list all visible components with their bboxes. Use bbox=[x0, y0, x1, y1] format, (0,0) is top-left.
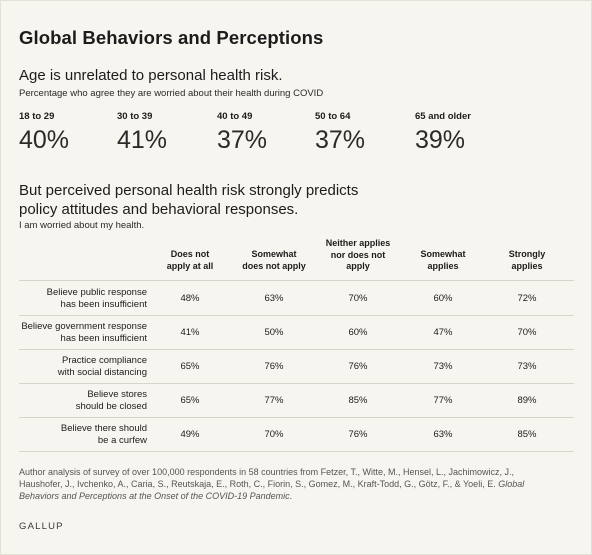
row-divider bbox=[19, 280, 574, 281]
table-row-label: Believe public response has been insuffi… bbox=[0, 287, 147, 310]
column-header-line: applies bbox=[511, 260, 543, 271]
table-cell: 70% bbox=[264, 429, 284, 440]
column-header: Does not apply at all bbox=[140, 249, 240, 272]
row-divider bbox=[19, 349, 574, 350]
column-header-line: Somewhat bbox=[251, 249, 297, 259]
row-divider bbox=[19, 383, 574, 384]
age-value: 37% bbox=[315, 126, 366, 154]
column-header-line: applies bbox=[427, 260, 459, 271]
column-header: Somewhat does not apply bbox=[224, 249, 324, 272]
row-divider bbox=[19, 315, 574, 316]
row-divider bbox=[19, 451, 574, 452]
table-cell: 65% bbox=[180, 395, 200, 406]
row-label-line: Believe public response bbox=[46, 287, 147, 298]
row-label-line: Believe government response bbox=[21, 321, 147, 332]
age-section-heading: Age is unrelated to personal health risk… bbox=[19, 67, 283, 84]
age-value: 37% bbox=[217, 126, 268, 154]
row-label-line: has been insufficient bbox=[60, 332, 147, 344]
age-group: 18 to 29 40% bbox=[19, 111, 119, 155]
table-cell: 50% bbox=[264, 327, 284, 338]
age-label: 50 to 64 bbox=[315, 111, 351, 122]
age-group: 40 to 49 37% bbox=[217, 111, 317, 155]
row-label-line: Practice compliance bbox=[61, 355, 147, 366]
table-cell: 41% bbox=[180, 327, 200, 338]
age-group: 65 and older 39% bbox=[415, 111, 515, 155]
table-cell: 63% bbox=[433, 429, 453, 440]
age-group: 30 to 39 41% bbox=[117, 111, 217, 155]
column-header-line: Strongly bbox=[508, 249, 546, 259]
row-label-line: be a curfew bbox=[97, 434, 147, 446]
column-header-line: Neither applies bbox=[325, 238, 391, 248]
table-cell: 48% bbox=[180, 293, 200, 304]
policy-heading-line: policy attitudes and behavioral response… bbox=[19, 201, 299, 218]
table-cell: 77% bbox=[264, 395, 284, 406]
row-label-line: should be closed bbox=[75, 400, 147, 412]
age-label: 40 to 49 bbox=[217, 111, 253, 122]
row-label-line: Believe there should bbox=[60, 423, 147, 434]
source-line: Behaviors and Perceptions at the Onset o… bbox=[19, 490, 579, 502]
column-header-line: does not apply bbox=[242, 260, 306, 271]
table-cell: 77% bbox=[433, 395, 453, 406]
table-cell: 72% bbox=[517, 293, 537, 304]
table-cell: 85% bbox=[517, 429, 537, 440]
policy-section-heading: But perceived personal health risk stron… bbox=[19, 181, 379, 219]
row-label-line: Believe stores bbox=[87, 389, 147, 400]
age-section-subtitle: Percentage who agree they are worried ab… bbox=[19, 88, 324, 99]
table-cell: 85% bbox=[348, 395, 368, 406]
column-header: Neither applies nor does not apply bbox=[308, 238, 408, 273]
gallup-logo: GALLUP bbox=[19, 521, 64, 532]
row-label-line: with social distancing bbox=[57, 366, 147, 378]
column-header-line: apply bbox=[346, 261, 370, 271]
table-cell: 70% bbox=[517, 327, 537, 338]
age-label: 65 and older bbox=[415, 111, 471, 122]
source-note: Author analysis of survey of over 100,00… bbox=[19, 466, 579, 502]
age-value: 39% bbox=[415, 126, 466, 154]
row-label-line: has been insufficient bbox=[60, 298, 147, 310]
table-cell: 73% bbox=[433, 361, 453, 372]
source-line: Haushofer, J., Ivchenko, A., Caria, S., … bbox=[19, 478, 579, 490]
table-row-label: Believe government response has been ins… bbox=[0, 321, 147, 344]
source-italic: Global bbox=[498, 479, 525, 489]
age-label: 30 to 39 bbox=[117, 111, 153, 122]
table-row-label: Practice compliance with social distanci… bbox=[0, 355, 147, 378]
age-label: 18 to 29 bbox=[19, 111, 55, 122]
table-cell: 49% bbox=[180, 429, 200, 440]
page-title: Global Behaviors and Perceptions bbox=[19, 27, 324, 48]
table-cell: 60% bbox=[348, 327, 368, 338]
row-divider bbox=[19, 417, 574, 418]
source-text: Haushofer, J., Ivchenko, A., Caria, S., … bbox=[19, 479, 499, 489]
column-header-line: nor does not bbox=[330, 249, 386, 260]
age-value: 40% bbox=[19, 126, 70, 154]
age-group: 50 to 64 37% bbox=[315, 111, 415, 155]
table-cell: 76% bbox=[348, 361, 368, 372]
table-cell: 60% bbox=[433, 293, 453, 304]
table-cell: 73% bbox=[517, 361, 537, 372]
table-cell: 76% bbox=[348, 429, 368, 440]
source-line: Author analysis of survey of over 100,00… bbox=[19, 467, 515, 477]
column-header-line: Does not bbox=[170, 249, 210, 259]
table-row-label: Believe there should be a curfew bbox=[0, 423, 147, 446]
table-cell: 76% bbox=[264, 361, 284, 372]
column-header: Somewhat applies bbox=[393, 249, 493, 272]
table-row-label: Believe stores should be closed bbox=[0, 389, 147, 412]
source-italic: Behaviors and Perceptions at the Onset o… bbox=[19, 491, 290, 501]
policy-heading-line: But perceived personal health risk stron… bbox=[19, 182, 359, 199]
table-cell: 89% bbox=[517, 395, 537, 406]
column-header-line: Somewhat bbox=[420, 249, 466, 259]
source-text: . bbox=[289, 491, 293, 501]
column-header-line: apply at all bbox=[166, 260, 214, 271]
policy-section-subtitle: I am worried about my health. bbox=[19, 220, 145, 231]
column-header: Strongly applies bbox=[477, 249, 577, 272]
age-value: 41% bbox=[117, 126, 168, 154]
table-cell: 47% bbox=[433, 327, 453, 338]
table-cell: 63% bbox=[264, 293, 284, 304]
table-cell: 65% bbox=[180, 361, 200, 372]
table-cell: 70% bbox=[348, 293, 368, 304]
